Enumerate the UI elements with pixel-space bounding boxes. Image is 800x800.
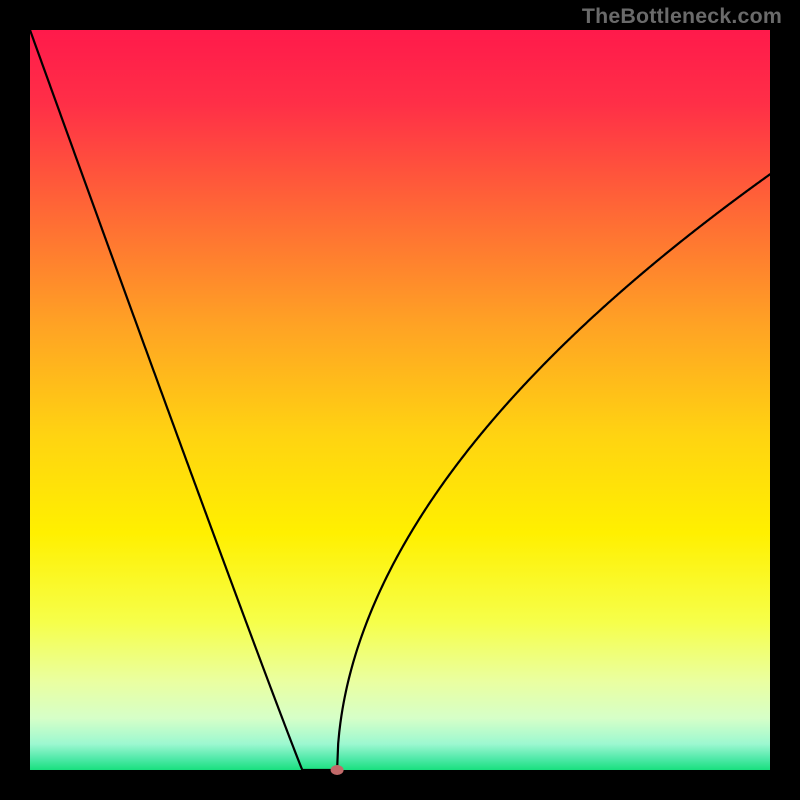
plot-background — [30, 30, 770, 770]
watermark-text: TheBottleneck.com — [582, 4, 782, 29]
bottleneck-chart — [0, 0, 800, 800]
chart-container: { "watermark": { "text": "TheBottleneck.… — [0, 0, 800, 800]
minimum-marker — [331, 765, 344, 775]
